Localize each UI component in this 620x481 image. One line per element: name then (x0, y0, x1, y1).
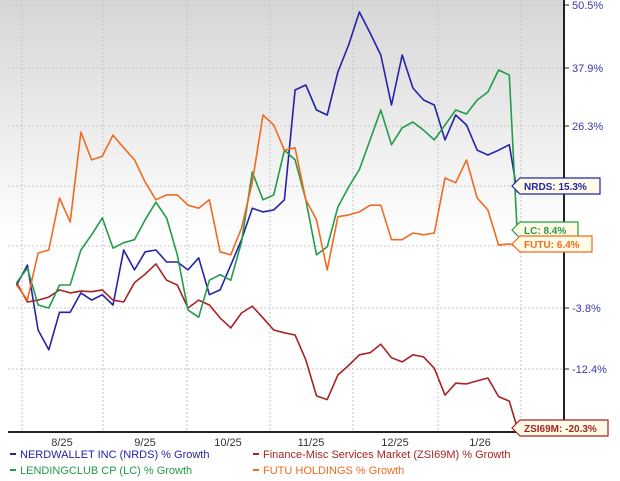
y-tick-label: 26.3% (572, 121, 603, 133)
end-label-0: NRDS: 15.3% (511, 177, 601, 195)
y-tick-label: -12.4% (572, 364, 607, 376)
end-label-3: FUTU: 6.4% (511, 235, 593, 253)
y-tick-label: -3.8% (572, 303, 601, 315)
x-ticks: 8/25 9/25 10/25 11/25 12/25 1/26 (51, 437, 490, 449)
y-tick-label: 37.9% (572, 63, 603, 75)
x-tick-label: 8/25 (51, 437, 72, 449)
series-line-0 (15, 11, 519, 351)
legend: NERDWALLET INC (NRDS) % Growth Finance-Mi… (10, 449, 511, 477)
legend-entry: LENDINGCLUB CP (LC) % Growth (20, 465, 192, 477)
x-tick-label: 10/25 (214, 437, 242, 449)
end-labels: NRDS: 15.3% ZSI69M: -20.3% LC: 8.4% FUTU: 6… (511, 177, 609, 437)
series-line-3 (15, 114, 518, 301)
legend-swatch (10, 453, 16, 455)
x-tick-label: 1/26 (469, 437, 490, 449)
x-tick-label: 9/25 (134, 437, 155, 449)
plot-background (0, 0, 564, 432)
end-label-box (511, 177, 601, 195)
y-ticks: 50.5% 37.9% 26.3% -3.8% -12.4% (564, 0, 607, 376)
series-lines (15, 11, 519, 429)
end-label-box (511, 419, 609, 437)
legend-entry: FUTU HOLDINGS % Growth (263, 465, 404, 477)
legend-entry: Finance-Misc Services Market (ZSI69M) % … (263, 449, 511, 461)
end-label-text: LC: 8.4% (524, 226, 566, 237)
end-label-text: FUTU: 6.4% (524, 240, 580, 251)
legend-swatch (10, 469, 16, 471)
end-label-1: ZSI69M: -20.3% (511, 419, 609, 437)
series-line-1 (15, 263, 519, 429)
end-label-text: ZSI69M: -20.3% (524, 424, 597, 435)
legend-entry: NERDWALLET INC (NRDS) % Growth (20, 449, 209, 461)
x-tick-label: 11/25 (298, 437, 325, 449)
x-tick-label: 12/25 (381, 437, 409, 449)
y-tick-label: 50.5% (572, 0, 603, 12)
end-label-box (511, 235, 593, 253)
series-line-2 (15, 69, 519, 319)
legend-swatch (253, 469, 259, 471)
end-label-text: NRDS: 15.3% (524, 182, 587, 193)
legend-swatch (253, 453, 259, 455)
